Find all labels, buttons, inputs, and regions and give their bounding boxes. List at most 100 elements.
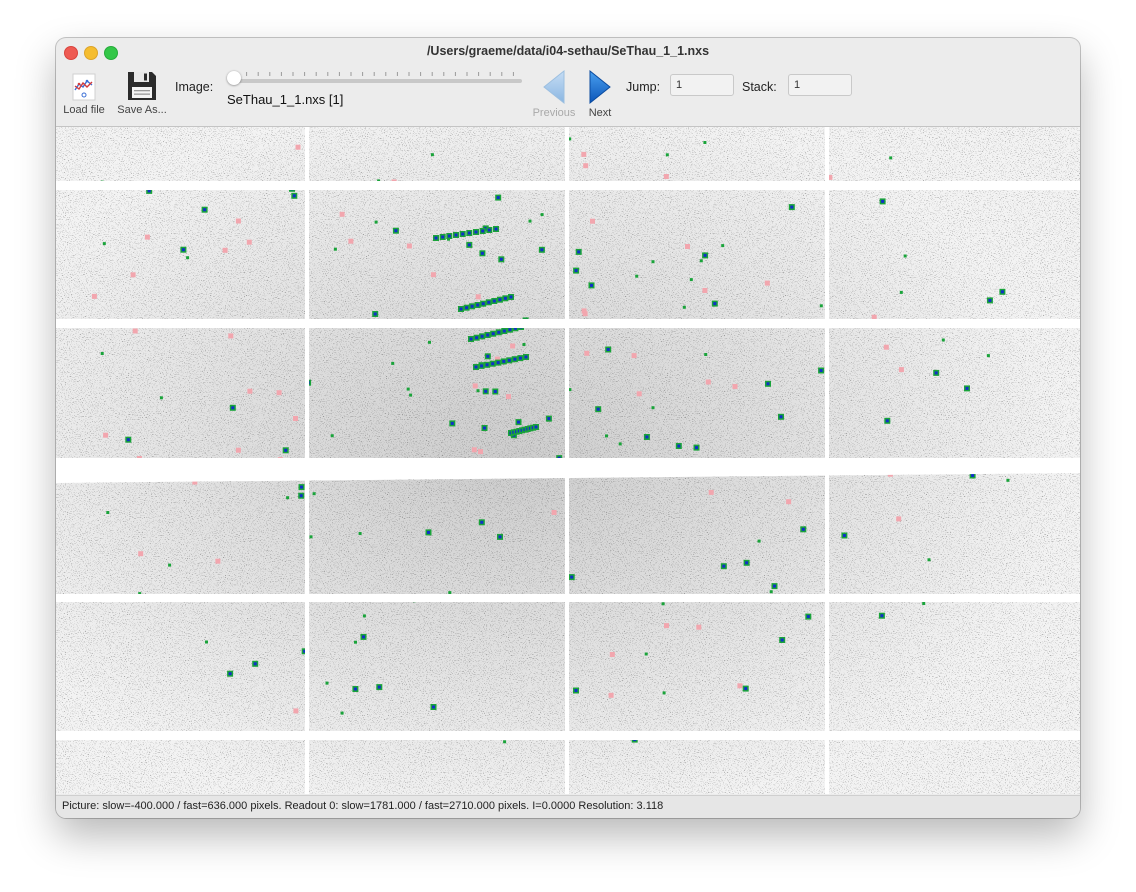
spot — [528, 219, 532, 223]
spot — [590, 283, 593, 287]
streak-spot — [507, 358, 511, 362]
image-slider-ticks — [234, 72, 514, 76]
spot — [547, 417, 551, 421]
spot — [132, 328, 138, 334]
spot — [348, 238, 354, 244]
streak-spot — [480, 334, 484, 338]
spot — [312, 492, 316, 496]
current-file-label: SeThau_1_1.nxs [1] — [227, 92, 344, 107]
spot — [608, 692, 614, 698]
arrow-left-icon — [543, 69, 565, 105]
streak-spot — [441, 235, 445, 239]
spot — [362, 635, 365, 639]
diffraction-image[interactable] — [56, 127, 1080, 794]
spot — [988, 298, 992, 302]
spot — [703, 253, 707, 257]
spot — [721, 244, 725, 248]
spot — [965, 386, 969, 390]
module-gaps — [56, 127, 1080, 794]
image-slider-handle[interactable] — [227, 71, 241, 85]
spot — [806, 615, 810, 619]
next-button[interactable]: Next — [578, 69, 622, 119]
spot — [300, 485, 303, 489]
spot — [493, 390, 497, 393]
spot — [584, 350, 590, 356]
spot — [703, 141, 707, 144]
streak-spot — [492, 299, 496, 303]
spot — [574, 269, 578, 273]
image-slider-track[interactable] — [228, 79, 522, 83]
spot — [480, 251, 484, 255]
spot — [517, 420, 520, 424]
spot — [498, 535, 502, 539]
streak-spot — [474, 365, 478, 369]
minimize-window-button[interactable] — [84, 46, 98, 60]
spot — [303, 649, 307, 653]
spot — [581, 151, 587, 157]
spot — [801, 527, 805, 531]
spot — [764, 280, 770, 286]
floppy-disk-icon — [128, 72, 156, 100]
spot — [885, 419, 889, 423]
spot — [138, 592, 142, 596]
zoom-window-button[interactable] — [104, 46, 118, 60]
spot — [215, 558, 221, 564]
spot — [406, 243, 412, 249]
spot — [406, 387, 410, 391]
streak-spot — [481, 229, 485, 233]
streak-spot — [503, 296, 507, 300]
status-bar: Picture: slow=-400.000 / fast=636.000 pi… — [56, 795, 1080, 818]
spot — [253, 662, 257, 666]
spot — [102, 242, 106, 246]
image-slider[interactable] — [227, 70, 524, 96]
spot — [702, 288, 708, 293]
spot — [766, 382, 770, 386]
stack-field[interactable] — [788, 74, 852, 96]
spot — [689, 278, 693, 282]
load-file-icon — [72, 73, 96, 101]
spot — [295, 144, 301, 150]
streak-spot — [502, 329, 506, 333]
spot — [362, 614, 366, 618]
jump-field[interactable] — [670, 74, 734, 96]
spot — [203, 208, 207, 212]
spot — [696, 624, 702, 630]
load-file-label: Load file — [63, 104, 105, 116]
spot — [581, 308, 587, 314]
spot — [819, 369, 823, 372]
close-window-button[interactable] — [64, 46, 78, 60]
save-as-button[interactable]: Save As... — [114, 68, 170, 116]
spot — [631, 353, 637, 359]
spot — [704, 353, 708, 356]
spot — [103, 432, 109, 438]
previous-button[interactable]: Previous — [530, 69, 578, 119]
spot — [618, 442, 622, 446]
spot — [138, 551, 144, 557]
detector-image[interactable] — [56, 127, 1080, 794]
spot — [340, 711, 344, 715]
spot — [159, 396, 163, 400]
spot — [941, 338, 945, 342]
streak-spot — [475, 336, 479, 340]
spot — [181, 248, 185, 252]
spot — [499, 257, 503, 261]
spot — [663, 174, 669, 179]
spot — [496, 196, 500, 200]
streak-spot — [487, 228, 491, 232]
spot — [333, 247, 337, 251]
spot — [927, 558, 931, 562]
spot — [635, 274, 639, 278]
spot — [842, 534, 846, 537]
spot — [903, 254, 907, 258]
spot — [409, 393, 413, 397]
load-file-button[interactable]: Load file — [60, 68, 108, 116]
spot — [377, 685, 381, 689]
spot — [685, 244, 690, 249]
spot — [106, 511, 110, 514]
spot — [590, 218, 595, 224]
spot — [222, 247, 228, 253]
previous-label: Previous — [532, 107, 576, 119]
spot — [922, 602, 926, 605]
streak-spot — [447, 234, 451, 238]
streak-spot — [509, 295, 513, 299]
